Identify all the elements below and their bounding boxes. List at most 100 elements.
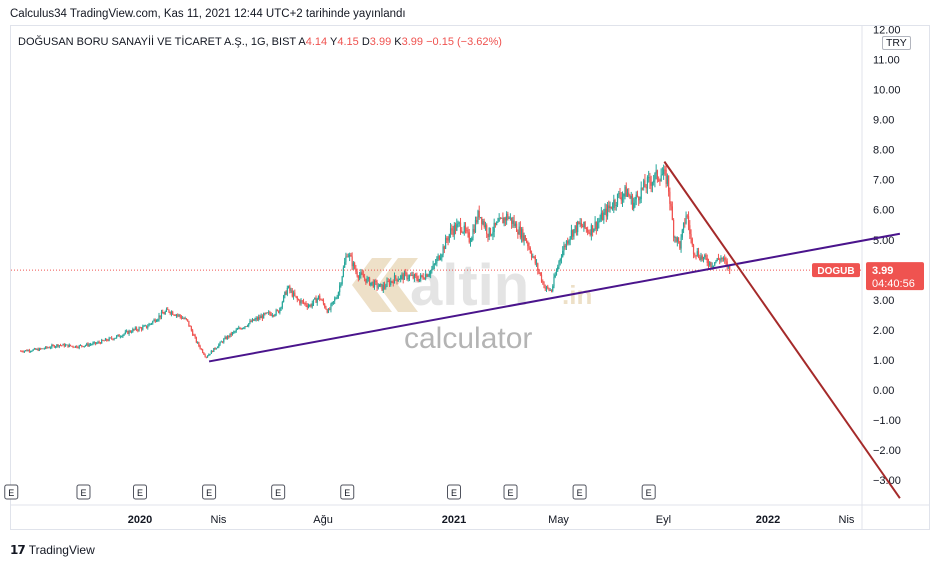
candle-body xyxy=(52,345,54,346)
candle-body xyxy=(471,238,473,242)
candle-body xyxy=(91,344,93,346)
chart-frame[interactable] xyxy=(10,25,930,530)
candle-body xyxy=(508,218,510,219)
support-trendline[interactable] xyxy=(208,232,901,363)
candle-body xyxy=(170,311,173,314)
candle-body xyxy=(256,317,259,320)
candle-body xyxy=(301,300,303,302)
earnings-marker[interactable] xyxy=(202,484,217,500)
candle-body xyxy=(354,262,356,269)
candle-body xyxy=(194,335,196,338)
currency-badge[interactable]: TRY xyxy=(882,36,911,50)
candle-body xyxy=(347,256,349,258)
candle-body xyxy=(400,275,402,280)
candle-body xyxy=(705,255,707,259)
candle-body xyxy=(626,192,629,197)
candle-body xyxy=(513,220,515,226)
candle-body xyxy=(258,316,260,320)
candle-body xyxy=(611,207,614,209)
candle-body xyxy=(263,313,265,319)
candle-body xyxy=(512,220,514,224)
candle-body xyxy=(51,345,53,348)
candle-body xyxy=(350,254,352,257)
candle-body xyxy=(549,290,551,291)
footer-brand: TradingView xyxy=(28,543,95,557)
earnings-marker[interactable] xyxy=(271,484,286,500)
candle-body xyxy=(601,212,604,221)
candle-body xyxy=(527,241,529,247)
high-label: Y xyxy=(330,36,338,48)
earnings-marker[interactable] xyxy=(133,484,147,500)
candle-body xyxy=(48,347,50,349)
candle-body xyxy=(658,179,660,181)
candle-body xyxy=(599,219,601,222)
candle-body xyxy=(518,226,520,235)
candle-body xyxy=(569,236,571,241)
candle-body xyxy=(179,314,181,317)
candle-body xyxy=(572,230,574,237)
candle-body xyxy=(568,240,570,244)
candle-body xyxy=(337,292,340,298)
candle-body xyxy=(574,225,576,230)
earnings-marker[interactable] xyxy=(76,484,91,500)
candle-body xyxy=(189,325,191,327)
candle-body xyxy=(184,318,186,320)
candle-body xyxy=(598,221,600,223)
candle-body xyxy=(58,345,60,347)
candle-body xyxy=(62,344,64,346)
candle-body xyxy=(148,324,150,327)
candle-body xyxy=(64,344,67,347)
candle-body xyxy=(716,258,718,261)
candle-body xyxy=(204,354,206,357)
earnings-marker[interactable] xyxy=(503,484,518,500)
candle-body xyxy=(81,345,83,347)
candle-body xyxy=(600,212,602,220)
candle-body xyxy=(459,222,462,231)
candle-body xyxy=(468,232,470,243)
candle-body xyxy=(621,196,624,201)
earnings-marker[interactable] xyxy=(340,484,355,500)
candle-body xyxy=(243,327,245,329)
candle-body xyxy=(706,258,708,264)
candle-body xyxy=(76,345,78,348)
candle-body xyxy=(36,348,38,350)
ticker-tag xyxy=(812,263,860,278)
earnings-marker[interactable] xyxy=(572,484,587,500)
candle-body xyxy=(387,280,389,282)
candle-body xyxy=(47,347,49,349)
candle-body xyxy=(103,340,105,342)
candle-body xyxy=(205,356,207,358)
candle-body xyxy=(360,272,362,276)
candle-body xyxy=(484,225,487,228)
candle-body xyxy=(609,206,611,209)
candle-body xyxy=(540,274,543,282)
candle-body xyxy=(265,312,267,314)
candle-body xyxy=(297,299,300,301)
candle-body xyxy=(32,349,34,351)
candle-body xyxy=(114,337,116,339)
candle-body xyxy=(155,320,158,322)
candle-body xyxy=(175,314,178,316)
candle-body xyxy=(623,193,625,197)
candle-body xyxy=(722,258,725,260)
candle-body xyxy=(368,277,371,286)
candle-body xyxy=(677,237,680,242)
candle-body xyxy=(494,222,497,225)
candle-body xyxy=(221,341,224,343)
candle-body xyxy=(714,262,716,266)
earnings-marker[interactable] xyxy=(641,484,656,500)
candle-body xyxy=(483,221,485,228)
resistance-trendline[interactable] xyxy=(663,161,901,499)
candle-body xyxy=(254,319,256,321)
candle-body xyxy=(28,350,31,352)
candle-body xyxy=(83,345,85,347)
candle-body xyxy=(294,292,296,296)
candle-body xyxy=(174,315,176,316)
candle-body xyxy=(659,180,661,182)
candle-body xyxy=(42,348,44,350)
candle-body xyxy=(456,223,458,231)
earnings-marker[interactable] xyxy=(4,484,19,500)
earnings-marker[interactable] xyxy=(447,484,461,500)
candle-body xyxy=(489,227,492,236)
